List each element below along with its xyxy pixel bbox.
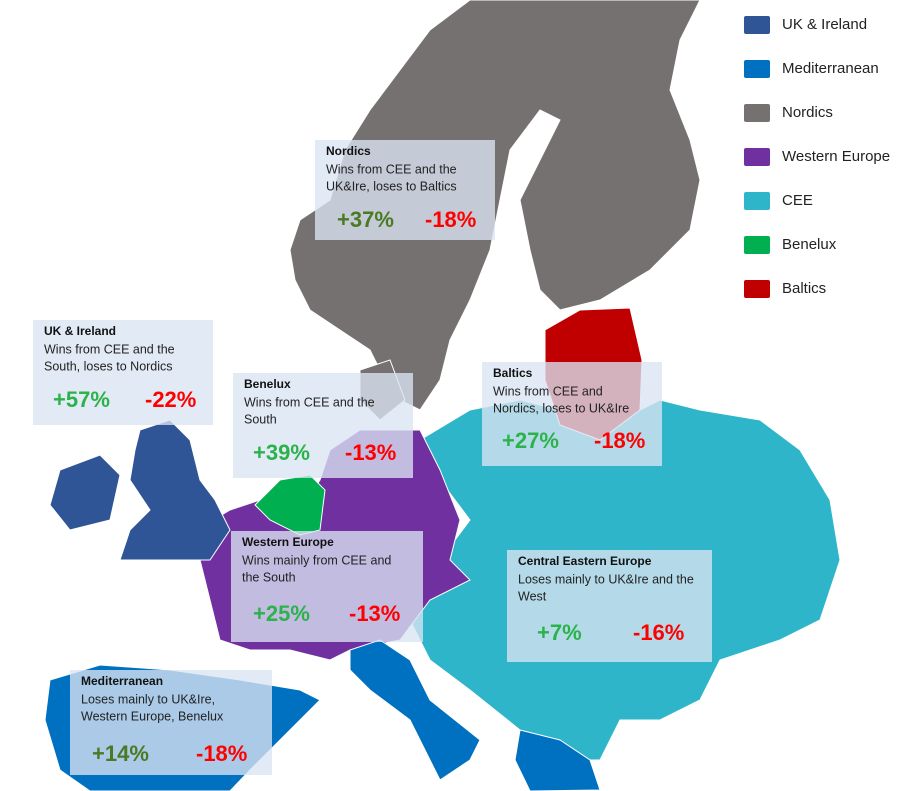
callout-box <box>33 320 213 425</box>
loss-label: -18% <box>425 207 476 232</box>
region-ireland <box>49 454 121 531</box>
callout: Baltics Wins from CEE and Nordics, loses t… <box>482 362 662 466</box>
legend-label: CEE <box>782 192 813 209</box>
callout: Mediterranean Loses mainly to UK&Ire, West… <box>70 670 272 775</box>
legend-swatch <box>744 192 770 210</box>
callout-box <box>231 531 423 642</box>
callout: Nordics Wins from CEE and the UK&Ire, lose… <box>315 140 495 240</box>
callout-text: Loses mainly to UK&Ire, <box>81 692 215 706</box>
legend-swatch <box>744 280 770 298</box>
callout-text: UK&Ire, loses to Baltics <box>326 179 457 193</box>
callout-title: Nordics <box>326 144 371 158</box>
callouts: Nordics Wins from CEE and the UK&Ire, lose… <box>33 140 712 775</box>
legend-label: Baltics <box>782 280 826 297</box>
callout-title: Central Eastern Europe <box>518 554 652 568</box>
callout-text: Wins from CEE and the <box>44 342 175 356</box>
callout-text: the South <box>242 570 296 584</box>
callout: Western Europe Wins mainly from CEE and th… <box>231 531 423 642</box>
region-great-britain <box>119 419 231 561</box>
gain-label: +25% <box>253 601 310 626</box>
loss-label: -22% <box>145 387 196 412</box>
callout-title: Benelux <box>244 377 291 391</box>
callout: Benelux Wins from CEE and the South +39% -13… <box>233 373 413 478</box>
callout-title: UK & Ireland <box>44 324 116 338</box>
legend: UK & Ireland Mediterranean Nordics Western … <box>744 16 890 298</box>
gain-label: +37% <box>337 207 394 232</box>
callout-title: Mediterranean <box>81 674 163 688</box>
callout-text: Loses mainly to UK&Ire and the <box>518 572 694 586</box>
legend-label: Nordics <box>782 104 833 121</box>
gain-label: +7% <box>537 620 582 645</box>
gain-label: +57% <box>53 387 110 412</box>
callout-text: Wins from CEE and the <box>326 162 457 176</box>
loss-label: -18% <box>196 741 247 766</box>
gain-label: +14% <box>92 741 149 766</box>
region-benelux <box>254 474 326 536</box>
region-greece <box>514 729 601 791</box>
loss-label: -18% <box>594 428 645 453</box>
callout: Central Eastern Europe Loses mainly to UK… <box>507 550 712 662</box>
gain-label: +39% <box>253 440 310 465</box>
legend-swatch <box>744 148 770 166</box>
legend-swatch <box>744 236 770 254</box>
legend-label: UK & Ireland <box>782 16 867 33</box>
loss-label: -13% <box>349 601 400 626</box>
callout-title: Western Europe <box>242 535 334 549</box>
callout-text: Nordics, loses to UK&Ire <box>493 401 629 415</box>
legend-swatch <box>744 60 770 78</box>
callout-text: Western Europe, Benelux <box>81 709 224 723</box>
legend-label: Mediterranean <box>782 60 879 77</box>
callout: UK & Ireland Wins from CEE and the South, … <box>33 320 213 425</box>
callout-text: South, loses to Nordics <box>44 359 173 373</box>
callout-title: Baltics <box>493 366 533 380</box>
callout-text: Wins from CEE and the <box>244 395 375 409</box>
callout-text: South <box>244 412 277 426</box>
legend-swatch <box>744 16 770 34</box>
callout-text: West <box>518 589 547 603</box>
callout-box <box>315 140 495 240</box>
legend-label: Benelux <box>782 236 837 253</box>
callout-text: Wins from CEE and <box>493 384 603 398</box>
legend-swatch <box>744 104 770 122</box>
legend-label: Western Europe <box>782 148 890 165</box>
gain-label: +27% <box>502 428 559 453</box>
callout-box <box>507 550 712 662</box>
loss-label: -13% <box>345 440 396 465</box>
callout-box <box>233 373 413 478</box>
callout-box <box>482 362 662 466</box>
loss-label: -16% <box>633 620 684 645</box>
callout-text: Wins mainly from CEE and <box>242 553 391 567</box>
callout-box <box>70 670 272 775</box>
region-italy <box>349 639 481 781</box>
